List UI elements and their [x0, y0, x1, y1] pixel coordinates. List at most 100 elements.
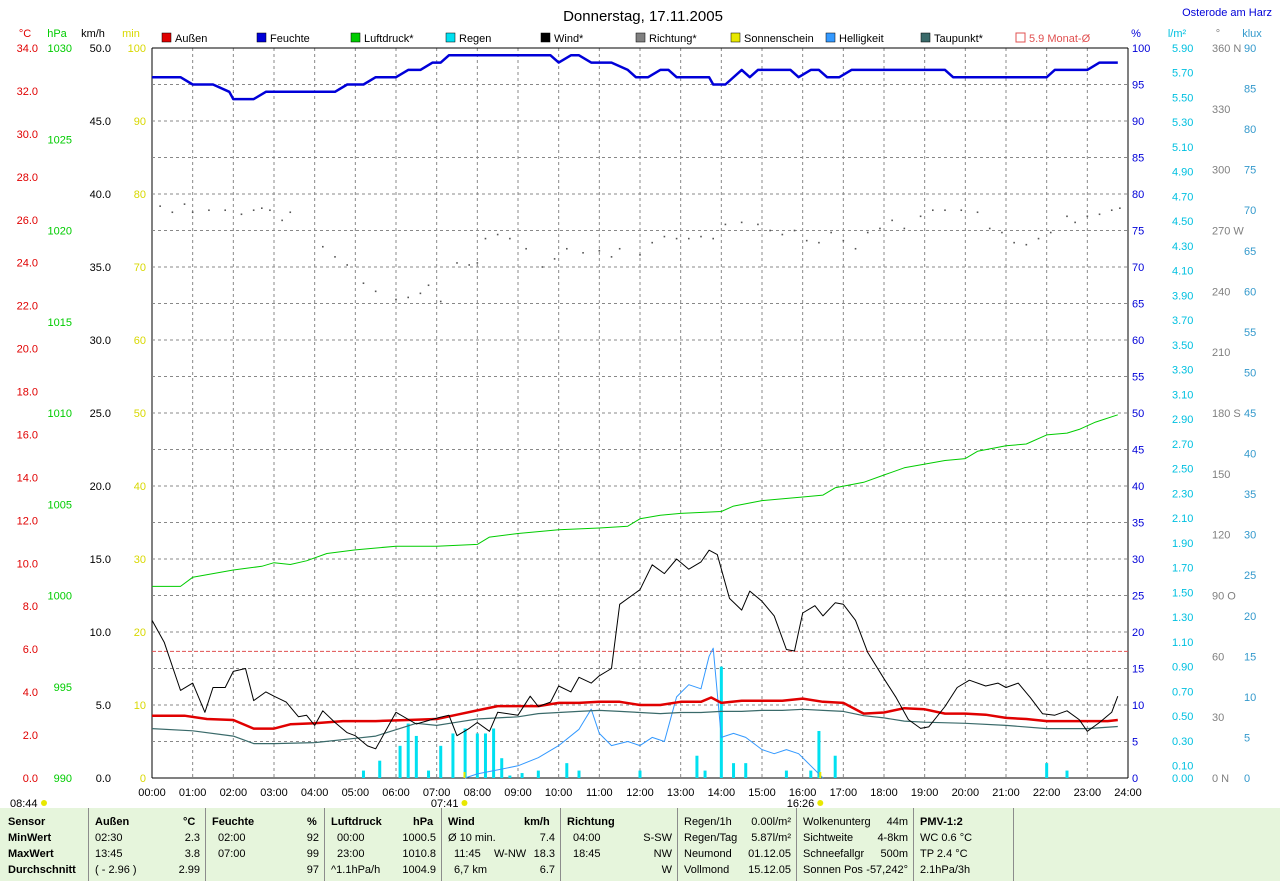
min-label: MinWert: [8, 832, 52, 844]
rain-tick-14: 2.70: [1172, 439, 1193, 451]
rain-bar-10: [483, 733, 487, 778]
temp-tick-7: 14.0: [17, 472, 38, 484]
pmv-trend: 2.1hPa/3h: [920, 864, 971, 876]
direction-point-19: [419, 292, 422, 295]
temp-tick-2: 4.0: [23, 687, 38, 699]
direction-point-40: [688, 237, 690, 240]
time-tick-13: 13:00: [667, 787, 695, 799]
series-layer: [151, 54, 1121, 779]
wind-tick-10: 50.0: [90, 43, 111, 55]
aussen-avg-val: 2.99: [178, 864, 200, 876]
sun-tick-7: 70: [134, 262, 146, 274]
temp-tick-15: 30.0: [17, 129, 38, 141]
pressure-tick-8: 1030: [48, 43, 72, 55]
panel-end-divider: [1013, 808, 1014, 881]
humidity-tick-8: 40: [1132, 481, 1144, 493]
temp-tick-6: 12.0: [17, 515, 38, 527]
rain-tick-5: 0.90: [1172, 662, 1193, 674]
direction-point-1: [171, 211, 174, 214]
wind-tick-7: 35.0: [90, 262, 111, 274]
rain-bar-18: [638, 770, 642, 778]
direction-tick-4: 120: [1212, 530, 1230, 542]
direction-point-7: [252, 209, 255, 212]
luftdruck-unit: hPa: [413, 816, 434, 828]
rain-bar-21: [719, 666, 723, 778]
humidity-tick-2: 10: [1132, 700, 1144, 712]
brightness-tick-14: 70: [1244, 205, 1256, 217]
direction-point-32: [582, 252, 584, 254]
direction-point-52: [842, 239, 845, 242]
legend-swatch-3: [445, 32, 456, 43]
wind-tick-2: 10.0: [90, 627, 111, 639]
sun-unit: min: [122, 28, 140, 40]
rain-bar-28: [1045, 763, 1049, 778]
brightness-tick-9: 45: [1244, 408, 1256, 420]
direction-point-51: [830, 231, 832, 234]
time-tick-2: 02:00: [220, 787, 248, 799]
rain-bar-20: [703, 770, 707, 778]
pmv-title: PMV-1:2: [920, 816, 963, 828]
sunset-label: 16:26: [787, 798, 815, 808]
direction-point-47: [781, 233, 784, 236]
rain-tick-25: 4.90: [1172, 167, 1193, 179]
direction-point-3: [191, 211, 194, 214]
brightness-tick-13: 65: [1244, 246, 1256, 258]
direction-tick-8: 240: [1212, 286, 1230, 298]
direction-point-25: [484, 237, 487, 240]
pressure-unit: hPa: [47, 28, 67, 40]
temp-tick-13: 26.0: [17, 215, 38, 227]
humidity-tick-20: 100: [1132, 43, 1150, 55]
direction-point-17: [395, 298, 397, 301]
time-tick-7: 07:00: [423, 787, 451, 799]
pressure-tick-7: 1025: [48, 134, 72, 146]
rain-bar-14: [520, 773, 524, 778]
neumond-label: Neumond: [684, 848, 732, 860]
humidity-tick-14: 70: [1132, 262, 1144, 274]
time-tick-24: 24:00: [1114, 787, 1142, 799]
wind-line: [151, 549, 1119, 750]
direction-point-73: [1110, 209, 1113, 212]
rain-tick-2: 0.30: [1172, 736, 1193, 748]
brightness-tick-15: 75: [1244, 165, 1256, 177]
direction-point-8: [261, 207, 263, 209]
rain-tick-17: 3.30: [1172, 365, 1193, 377]
wolken-label: Wolkenunterg: [803, 816, 871, 828]
humidity-tick-7: 35: [1132, 518, 1144, 530]
direction-point-57: [903, 227, 906, 230]
temp-tick-17: 34.0: [17, 43, 38, 55]
rain-unit: l/m²: [1168, 28, 1187, 40]
humidity-tick-16: 80: [1132, 189, 1144, 201]
rain-tick-7: 1.30: [1172, 612, 1193, 624]
wind-tick-4: 20.0: [90, 481, 111, 493]
direction-point-66: [1025, 243, 1028, 246]
sun-tick-9: 90: [134, 116, 146, 128]
wind-tick-1: 5.0: [96, 700, 111, 712]
humidity-tick-4: 20: [1132, 627, 1144, 639]
rain-tick-0: 0.00: [1172, 773, 1193, 785]
time-tick-0: 00:00: [138, 787, 166, 799]
summary-panel: Sensor MinWert MaxWert Durchschnitt Auße…: [0, 808, 1280, 881]
direction-point-44: [740, 221, 743, 224]
sun-tick-3: 30: [134, 554, 146, 566]
time-tick-16: 16:00: [789, 787, 817, 799]
brightness-tick-17: 85: [1244, 84, 1256, 96]
rain-bar-4: [414, 735, 418, 778]
direction-point-21: [439, 300, 442, 303]
legend-swatch-1: [256, 32, 267, 43]
temp-tick-14: 28.0: [17, 172, 38, 184]
direction-point-61: [960, 209, 963, 212]
legend-swatch-8: [920, 32, 931, 43]
direction-point-26: [496, 233, 499, 236]
direction-point-50: [818, 241, 820, 244]
rain-tick-24: 4.70: [1172, 191, 1193, 203]
temp-tick-11: 22.0: [17, 301, 38, 313]
temp-tick-4: 8.0: [23, 601, 38, 613]
humidity-tick-6: 30: [1132, 554, 1144, 566]
grid: [151, 47, 1129, 779]
rain-tick-26: 5.10: [1172, 142, 1193, 154]
rain-bar-29: [1065, 770, 1069, 778]
direction-tick-1: 30: [1212, 712, 1224, 724]
direction-point-0: [159, 205, 161, 207]
direction-point-43: [724, 223, 727, 226]
legend-label-7: Helligkeit: [839, 33, 884, 45]
